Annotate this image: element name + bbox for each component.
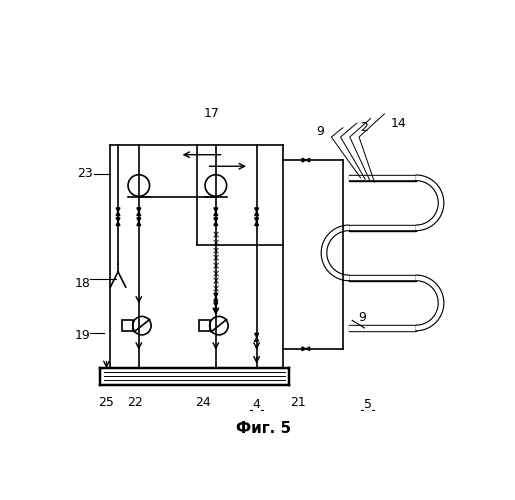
Text: ×: × bbox=[212, 238, 220, 248]
Text: 5: 5 bbox=[364, 398, 371, 411]
Text: 17: 17 bbox=[204, 108, 220, 120]
Text: ×: × bbox=[212, 246, 220, 256]
Polygon shape bbox=[214, 208, 218, 212]
Text: 22: 22 bbox=[127, 396, 143, 409]
Polygon shape bbox=[214, 297, 218, 301]
Polygon shape bbox=[302, 158, 306, 162]
Text: 14: 14 bbox=[390, 118, 406, 130]
Polygon shape bbox=[116, 208, 120, 212]
Text: ×: × bbox=[212, 277, 220, 287]
Text: ×: × bbox=[212, 284, 220, 294]
Bar bbox=[199, 320, 210, 331]
Text: ×: × bbox=[212, 262, 220, 272]
Polygon shape bbox=[116, 222, 120, 226]
Polygon shape bbox=[214, 306, 218, 310]
Polygon shape bbox=[255, 334, 259, 337]
Polygon shape bbox=[416, 175, 444, 231]
Polygon shape bbox=[214, 212, 218, 216]
Polygon shape bbox=[416, 276, 442, 330]
Polygon shape bbox=[137, 208, 141, 212]
Text: 21: 21 bbox=[290, 396, 306, 409]
Polygon shape bbox=[116, 218, 120, 222]
Polygon shape bbox=[214, 222, 218, 226]
Polygon shape bbox=[321, 225, 349, 280]
Polygon shape bbox=[255, 212, 259, 216]
Text: 19: 19 bbox=[75, 329, 91, 342]
Polygon shape bbox=[255, 208, 259, 212]
Polygon shape bbox=[416, 176, 442, 230]
Text: 2: 2 bbox=[360, 122, 368, 134]
Bar bbox=[122, 320, 133, 331]
Text: 4: 4 bbox=[253, 398, 261, 411]
Polygon shape bbox=[322, 226, 349, 280]
Text: 18: 18 bbox=[75, 277, 91, 290]
Text: 25: 25 bbox=[98, 396, 114, 409]
Text: 23: 23 bbox=[77, 168, 93, 180]
Text: 9: 9 bbox=[316, 125, 324, 138]
Polygon shape bbox=[214, 294, 218, 297]
Polygon shape bbox=[255, 218, 259, 222]
Text: 9: 9 bbox=[358, 312, 366, 324]
Polygon shape bbox=[255, 222, 259, 226]
Polygon shape bbox=[137, 218, 141, 222]
Text: ×: × bbox=[212, 230, 220, 240]
Text: ×: × bbox=[212, 254, 220, 264]
Text: Фиг. 5: Фиг. 5 bbox=[236, 420, 291, 436]
Polygon shape bbox=[302, 347, 306, 350]
Polygon shape bbox=[214, 302, 218, 306]
Polygon shape bbox=[137, 212, 141, 216]
Text: ×: × bbox=[212, 269, 220, 279]
Polygon shape bbox=[137, 222, 141, 226]
Text: 24: 24 bbox=[195, 396, 211, 409]
Polygon shape bbox=[214, 218, 218, 222]
Polygon shape bbox=[116, 212, 120, 216]
Polygon shape bbox=[416, 275, 444, 330]
